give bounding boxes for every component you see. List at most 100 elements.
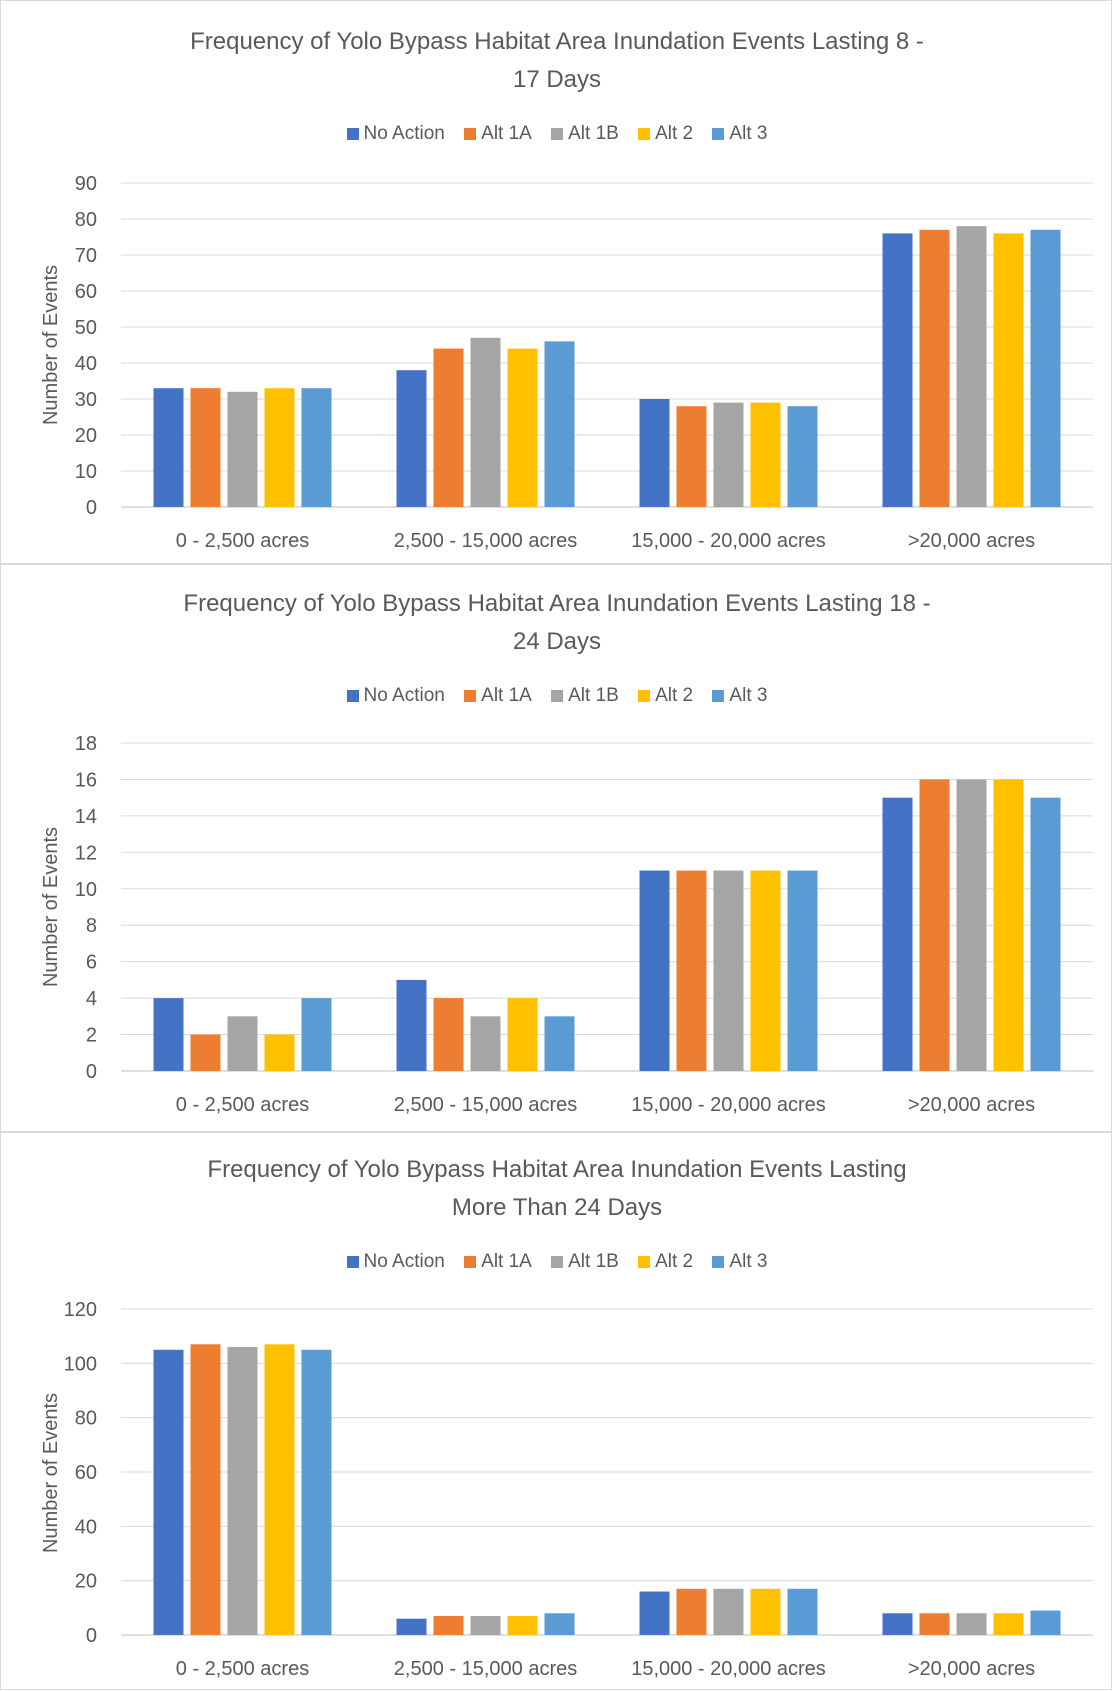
y-tick-label: 20 [75, 1571, 97, 1593]
y-tick-label: 10 [75, 879, 97, 901]
y-tick-label: 8 [86, 915, 97, 937]
legend-label: No Action [363, 1251, 445, 1272]
bar [264, 1344, 295, 1635]
y-tick-label: 40 [75, 353, 97, 375]
x-tick-label: 15,000 - 20,000 acres [631, 1658, 826, 1680]
bar [301, 388, 332, 507]
legend-label: Alt 3 [729, 1251, 768, 1272]
y-tick-label: 70 [75, 245, 97, 267]
bar [301, 998, 332, 1071]
legend-item: Alt 3 [712, 685, 767, 707]
bar [396, 1618, 427, 1635]
bar [676, 870, 707, 1071]
y-tick-label: 20 [75, 425, 97, 447]
chart-plot-1: Number of Events 0 10 20 30 40 50 60 70 80 90 0 - … [40, 173, 1093, 552]
legend-item: Alt 1B [551, 123, 619, 145]
legend-label: Alt 3 [729, 685, 768, 706]
y-tick-label: 12 [75, 842, 97, 864]
bar [470, 1615, 501, 1635]
y-tick-label: 100 [64, 1353, 97, 1375]
bar [956, 226, 987, 507]
bar [544, 1613, 575, 1635]
bar [882, 233, 913, 507]
bar [227, 391, 258, 507]
legend-label: Alt 1A [481, 1251, 532, 1272]
bar [676, 1588, 707, 1635]
legend-item: No Action [346, 685, 445, 707]
bar [190, 1034, 221, 1071]
bar [750, 1588, 781, 1635]
bar [470, 1016, 501, 1071]
legend-label: Alt 1A [481, 685, 532, 706]
y-tick-label: 60 [75, 1462, 97, 1484]
legend-item: No Action [346, 123, 445, 145]
legend-label: Alt 1B [568, 685, 619, 706]
bar [639, 1591, 670, 1635]
legend-label: No Action [363, 685, 445, 706]
bar [787, 1588, 818, 1635]
chart-title-line1: Frequency of Yolo Bypass Habitat Area In… [207, 1156, 907, 1183]
y-tick-label: 40 [75, 1516, 97, 1538]
legend-label: No Action [363, 123, 445, 144]
bar [264, 388, 295, 507]
bar [919, 779, 950, 1071]
bar [190, 388, 221, 507]
y-tick-label: 90 [75, 173, 97, 195]
bar [470, 337, 501, 507]
x-tick-label: 2,500 - 15,000 acres [394, 1094, 577, 1116]
bar [507, 1615, 538, 1635]
chart-title-line2: More Than 24 Days [451, 1194, 663, 1221]
bar [639, 399, 670, 507]
bar [956, 1613, 987, 1635]
x-tick-label: >20,000 acres [908, 1658, 1035, 1680]
bar [1030, 1610, 1061, 1635]
bar [993, 779, 1024, 1071]
bar [227, 1347, 258, 1635]
bar [882, 797, 913, 1071]
bar [787, 406, 818, 507]
bar [507, 998, 538, 1071]
bar [993, 233, 1024, 507]
chart-panel-2: Frequency of Yolo Bypass Habitat Area In… [0, 564, 1112, 1132]
bar [264, 1034, 295, 1071]
y-tick-label: 0 [86, 497, 97, 519]
y-tick-label: 0 [86, 1625, 97, 1647]
legend-item: Alt 1B [551, 1251, 619, 1273]
y-tick-label: 10 [75, 461, 97, 483]
chart-plot-3: Number of Events 0 20 40 60 80 100 120 0 - 2,50… [40, 1299, 1093, 1680]
x-tick-label: >20,000 acres [908, 1094, 1035, 1116]
legend-item: Alt 1A [464, 685, 532, 707]
chart-plot-2: Number of Events 0 2 4 6 8 10 12 14 16 18 0 - 2,50… [40, 733, 1093, 1116]
chart-title-line1: Frequency of Yolo Bypass Habitat Area In… [190, 28, 924, 55]
bar [750, 870, 781, 1071]
chart-title-line1: Frequency of Yolo Bypass Habitat Area In… [183, 590, 931, 617]
bar [676, 406, 707, 507]
bar [750, 402, 781, 507]
x-tick-label: 2,500 - 15,000 acres [394, 530, 577, 552]
bar [396, 370, 427, 507]
chart-title-line2: 17 Days [512, 66, 602, 93]
bar [919, 1613, 950, 1635]
y-tick-label: 80 [75, 1408, 97, 1430]
bar [153, 1349, 184, 1635]
y-tick-label: 80 [75, 209, 97, 231]
bar [190, 1344, 221, 1635]
legend-item: Alt 2 [638, 123, 693, 145]
y-tick-label: 4 [86, 988, 97, 1010]
y-tick-label: 30 [75, 389, 97, 411]
x-tick-label: 0 - 2,500 acres [176, 530, 309, 552]
x-tick-label: 0 - 2,500 acres [176, 1658, 309, 1680]
legend-item: Alt 3 [712, 123, 767, 145]
bar [882, 1613, 913, 1635]
chart-legend-3: No Action Alt 1A Alt 1B Alt 2 Alt 3 [1, 1251, 1112, 1273]
legend-label: Alt 2 [655, 685, 694, 706]
x-tick-label: >20,000 acres [908, 530, 1035, 552]
y-tick-label: 18 [75, 733, 97, 755]
bar [713, 870, 744, 1071]
legend-label: Alt 1B [568, 123, 619, 144]
legend-label: Alt 2 [655, 1251, 694, 1272]
bar [1030, 229, 1061, 508]
legend-label: Alt 1B [568, 1251, 619, 1272]
legend-item: Alt 3 [712, 1251, 767, 1273]
bar [1030, 797, 1061, 1071]
